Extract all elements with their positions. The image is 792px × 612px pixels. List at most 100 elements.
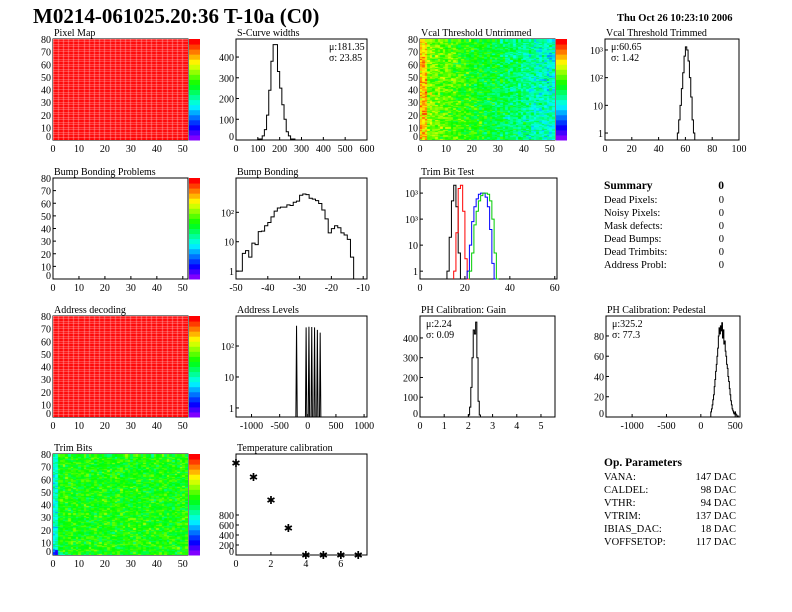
- colorbar-segment: [189, 331, 200, 337]
- plot-scurve-widths: S-Curve widths 0 100 200 300 400 500 600 0 100 200…: [219, 28, 375, 155]
- x-tick-label: 30: [126, 421, 136, 432]
- x-tick-label: 20: [100, 144, 110, 155]
- colorbar-segment: [189, 401, 200, 408]
- plot-title: Trim Bits: [54, 443, 92, 454]
- x-tick-label: -40: [261, 283, 274, 294]
- y-tick-label: 0: [413, 409, 418, 420]
- histogram-series: [453, 184, 470, 280]
- plot-vcal-trimmed: Vcal Threshold Trimmed 0 20 40 60 80 100 1 10 10²…: [590, 28, 747, 155]
- y-tick-label: 70: [408, 48, 418, 59]
- x-tick-label: 60: [680, 144, 690, 155]
- colorbar-segment: [189, 248, 200, 255]
- y-tick-label: 800: [219, 511, 234, 522]
- summary-label: Dead Trimbits:: [604, 247, 668, 258]
- param-row: VANA: 147 DAC: [604, 471, 736, 484]
- colorbar-segment: [189, 129, 200, 136]
- y-tick-label: 70: [41, 325, 51, 336]
- y-tick-label: 80: [41, 35, 51, 46]
- colorbar-segment: [556, 74, 567, 80]
- y-tick-label: 10: [224, 238, 234, 249]
- y-tick-label: 10: [41, 123, 51, 134]
- param-label: VTRIM:: [604, 511, 641, 522]
- y-tick-label: 40: [41, 225, 51, 236]
- stats-text: σ: 1.42: [611, 53, 639, 64]
- y-tick-label: 10²: [221, 208, 234, 219]
- x-tick-label: 80: [707, 144, 717, 155]
- x-tick-label: 0: [51, 421, 56, 432]
- colorbar-segment: [189, 119, 200, 126]
- y-tick-label: 10: [41, 538, 51, 549]
- y-tick-label: 80: [41, 312, 51, 323]
- colorbar-segment: [189, 114, 200, 121]
- x-tick-label: 40: [152, 559, 162, 570]
- x-tick-label: 10: [74, 144, 84, 155]
- x-tick-label: 0: [418, 421, 423, 432]
- colorbar-segment: [556, 124, 567, 131]
- colorbar-segment: [189, 203, 200, 209]
- summary-value: 0: [718, 221, 724, 232]
- heatmap-address-decoding: [53, 316, 188, 417]
- colorbar-segment: [189, 104, 200, 111]
- y-tick-label: 1: [229, 404, 234, 415]
- plot-trim-bit-test: Trim Bit Test 0 20 40 60 1 10 10³ 10³: [405, 167, 560, 294]
- x-tick-label: 30: [126, 559, 136, 570]
- summary-panel: Summary 0 Dead Pixels: 0 Noisy Pixels: 0 Ma…: [604, 178, 724, 272]
- plot-title: PH Calibration: Pedestal: [607, 305, 706, 316]
- param-value: 94 DAC: [700, 498, 736, 509]
- x-tick-label: 0: [51, 559, 56, 570]
- y-tick-label: 60: [41, 60, 51, 71]
- colorbar-segment: [189, 49, 200, 55]
- x-tick-label: 20: [460, 283, 470, 294]
- colorbar-segment: [189, 188, 200, 194]
- page-title: M0214-061025.20:36 T-10a (C0): [33, 4, 320, 28]
- histogram-series: [468, 192, 499, 280]
- colorbar-segment: [189, 479, 200, 485]
- colorbar-segment: [189, 228, 200, 235]
- x-tick-label: 6: [338, 559, 343, 570]
- colorbar-segment: [556, 99, 567, 106]
- plot-title: Address Levels: [237, 305, 299, 316]
- x-tick-label: 4: [514, 421, 519, 432]
- colorbar-segment: [189, 514, 200, 521]
- y-tick-label: 10: [224, 373, 234, 384]
- y-tick-label: 60: [41, 199, 51, 210]
- y-tick-label: 50: [41, 488, 51, 499]
- y-tick-label: 100: [403, 393, 418, 404]
- colorbar-segment: [189, 346, 200, 352]
- x-tick-label: 4: [303, 559, 308, 570]
- colorbar-segment: [189, 124, 200, 131]
- colorbar-segment: [189, 84, 200, 90]
- plot-title: PH Calibration: Gain: [421, 305, 506, 316]
- y-tick-label: 10²: [590, 74, 603, 85]
- data-point-marker: ✱: [266, 494, 275, 507]
- colorbar-segment: [189, 504, 200, 511]
- histogram-series: [446, 184, 463, 280]
- x-tick-label: 10: [74, 421, 84, 432]
- x-tick-label: 3: [490, 421, 495, 432]
- x-tick-label: -50: [229, 283, 242, 294]
- colorbar-segment: [189, 529, 200, 536]
- plot-frame: [419, 177, 558, 280]
- param-label: CALDEL:: [604, 485, 649, 496]
- x-tick-label: 10: [74, 283, 84, 294]
- plot-title: S-Curve widths: [237, 28, 300, 39]
- histogram-series: [676, 46, 696, 140]
- plot-title: Temperature calibration: [237, 443, 333, 454]
- param-row: VTRIM: 137 DAC: [604, 510, 736, 523]
- x-tick-label: 1000: [354, 421, 374, 432]
- plot-address-levels: Address Levels -1000 -500 0 500 1000 1 10 10²: [221, 305, 374, 432]
- colorbar-segment: [189, 193, 200, 199]
- colorbar-segment: [556, 44, 567, 50]
- plot-temperature-calibration: Temperature calibration 0 2 4 6 0200400600800…: [219, 443, 368, 570]
- summary-row: Address Probl: 0: [604, 259, 724, 272]
- y-tick-label: 30: [41, 513, 51, 524]
- colorbar-segment: [189, 218, 200, 224]
- colorbar-segment: [189, 469, 200, 475]
- data-point-marker: ✱: [284, 522, 293, 535]
- x-tick-label: 0: [305, 421, 310, 432]
- y-tick-label: 100: [219, 115, 234, 126]
